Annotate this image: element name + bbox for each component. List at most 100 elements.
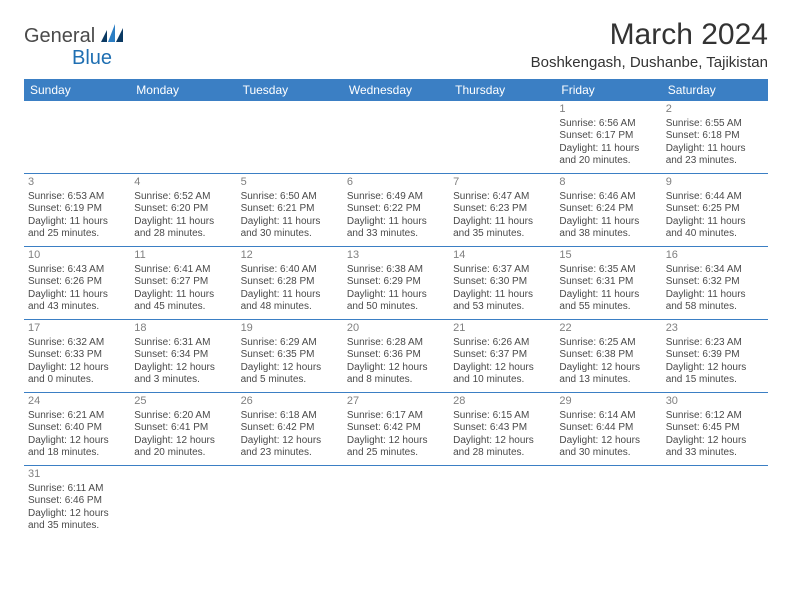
day-info-line: Sunset: 6:26 PM	[28, 276, 126, 289]
empty-cell	[343, 466, 449, 538]
day-cell: 26Sunrise: 6:18 AMSunset: 6:42 PMDayligh…	[237, 393, 343, 465]
day-info-line: and 25 minutes.	[347, 447, 445, 460]
empty-cell	[24, 101, 130, 173]
brand-logo: General	[24, 24, 125, 47]
day-number: 29	[559, 395, 657, 409]
day-header-row: Sunday Monday Tuesday Wednesday Thursday…	[24, 79, 768, 101]
day-number: 5	[241, 176, 339, 190]
day-info-line: Sunrise: 6:28 AM	[347, 337, 445, 350]
page-header: General March 2024 Boshkengash, Dushanbe…	[24, 18, 768, 71]
day-info-line: Sunrise: 6:17 AM	[347, 410, 445, 423]
day-info-line: Sunset: 6:23 PM	[453, 203, 551, 216]
day-number: 14	[453, 249, 551, 263]
day-header-wednesday: Wednesday	[343, 79, 449, 101]
day-cell: 16Sunrise: 6:34 AMSunset: 6:32 PMDayligh…	[662, 247, 768, 319]
day-number: 26	[241, 395, 339, 409]
day-info-line: and 15 minutes.	[666, 374, 764, 387]
day-info-line: Daylight: 11 hours	[134, 289, 232, 302]
day-info-line: Sunrise: 6:37 AM	[453, 264, 551, 277]
week-row: 17Sunrise: 6:32 AMSunset: 6:33 PMDayligh…	[24, 320, 768, 393]
day-info-line: Sunrise: 6:29 AM	[241, 337, 339, 350]
day-number: 18	[134, 322, 232, 336]
day-info-line: Daylight: 11 hours	[666, 143, 764, 156]
day-info-line: Sunset: 6:17 PM	[559, 130, 657, 143]
day-info-line: Sunrise: 6:26 AM	[453, 337, 551, 350]
day-info-line: Daylight: 12 hours	[241, 362, 339, 375]
day-info-line: Sunrise: 6:55 AM	[666, 118, 764, 131]
empty-cell	[343, 101, 449, 173]
day-info-line: Sunrise: 6:46 AM	[559, 191, 657, 204]
day-info-line: Daylight: 12 hours	[453, 435, 551, 448]
day-number: 6	[347, 176, 445, 190]
day-info-line: Daylight: 12 hours	[134, 362, 232, 375]
day-info-line: Sunset: 6:43 PM	[453, 422, 551, 435]
day-info-line: Daylight: 12 hours	[453, 362, 551, 375]
day-info-line: Sunset: 6:33 PM	[28, 349, 126, 362]
day-cell: 2Sunrise: 6:55 AMSunset: 6:18 PMDaylight…	[662, 101, 768, 173]
day-info-line: Sunrise: 6:43 AM	[28, 264, 126, 277]
day-info-line: and 5 minutes.	[241, 374, 339, 387]
day-number: 21	[453, 322, 551, 336]
day-info-line: and 55 minutes.	[559, 301, 657, 314]
day-info-line: Sunrise: 6:32 AM	[28, 337, 126, 350]
day-info-line: Daylight: 11 hours	[241, 289, 339, 302]
title-block: March 2024 Boshkengash, Dushanbe, Tajiki…	[531, 18, 768, 71]
day-cell: 6Sunrise: 6:49 AMSunset: 6:22 PMDaylight…	[343, 174, 449, 246]
day-number: 2	[666, 103, 764, 117]
day-number: 28	[453, 395, 551, 409]
day-info-line: Daylight: 11 hours	[559, 289, 657, 302]
empty-cell	[237, 466, 343, 538]
week-row: 1Sunrise: 6:56 AMSunset: 6:17 PMDaylight…	[24, 101, 768, 174]
day-info-line: Sunrise: 6:15 AM	[453, 410, 551, 423]
day-info-line: Daylight: 12 hours	[347, 435, 445, 448]
day-cell: 24Sunrise: 6:21 AMSunset: 6:40 PMDayligh…	[24, 393, 130, 465]
day-info-line: Daylight: 12 hours	[134, 435, 232, 448]
day-number: 7	[453, 176, 551, 190]
day-info-line: and 3 minutes.	[134, 374, 232, 387]
empty-cell	[449, 101, 555, 173]
day-info-line: Sunrise: 6:21 AM	[28, 410, 126, 423]
day-info-line: Sunrise: 6:35 AM	[559, 264, 657, 277]
day-info-line: Sunrise: 6:47 AM	[453, 191, 551, 204]
day-number: 13	[347, 249, 445, 263]
day-header-tuesday: Tuesday	[237, 79, 343, 101]
day-cell: 29Sunrise: 6:14 AMSunset: 6:44 PMDayligh…	[555, 393, 661, 465]
day-number: 30	[666, 395, 764, 409]
day-number: 19	[241, 322, 339, 336]
day-cell: 12Sunrise: 6:40 AMSunset: 6:28 PMDayligh…	[237, 247, 343, 319]
day-info-line: Sunset: 6:31 PM	[559, 276, 657, 289]
day-info-line: Sunset: 6:32 PM	[666, 276, 764, 289]
day-info-line: Daylight: 11 hours	[453, 216, 551, 229]
day-header-sunday: Sunday	[24, 79, 130, 101]
day-cell: 8Sunrise: 6:46 AMSunset: 6:24 PMDaylight…	[555, 174, 661, 246]
day-info-line: Sunrise: 6:50 AM	[241, 191, 339, 204]
day-cell: 14Sunrise: 6:37 AMSunset: 6:30 PMDayligh…	[449, 247, 555, 319]
page-container: General March 2024 Boshkengash, Dushanbe…	[0, 0, 792, 556]
day-info-line: Sunset: 6:36 PM	[347, 349, 445, 362]
day-info-line: and 28 minutes.	[453, 447, 551, 460]
brand-general: General	[24, 26, 95, 46]
day-info-line: and 30 minutes.	[559, 447, 657, 460]
day-number: 12	[241, 249, 339, 263]
day-info-line: Daylight: 11 hours	[134, 216, 232, 229]
day-number: 10	[28, 249, 126, 263]
day-info-line: Sunrise: 6:53 AM	[28, 191, 126, 204]
day-info-line: Daylight: 11 hours	[666, 216, 764, 229]
day-cell: 15Sunrise: 6:35 AMSunset: 6:31 PMDayligh…	[555, 247, 661, 319]
day-info-line: Sunrise: 6:41 AM	[134, 264, 232, 277]
week-row: 31Sunrise: 6:11 AMSunset: 6:46 PMDayligh…	[24, 466, 768, 538]
chart-icon	[101, 24, 123, 47]
day-cell: 28Sunrise: 6:15 AMSunset: 6:43 PMDayligh…	[449, 393, 555, 465]
day-info-line: and 58 minutes.	[666, 301, 764, 314]
month-title: March 2024	[531, 18, 768, 52]
day-info-line: Sunrise: 6:40 AM	[241, 264, 339, 277]
day-info-line: and 20 minutes.	[559, 155, 657, 168]
day-number: 1	[559, 103, 657, 117]
day-cell: 17Sunrise: 6:32 AMSunset: 6:33 PMDayligh…	[24, 320, 130, 392]
day-info-line: Sunset: 6:34 PM	[134, 349, 232, 362]
day-cell: 11Sunrise: 6:41 AMSunset: 6:27 PMDayligh…	[130, 247, 236, 319]
day-info-line: and 38 minutes.	[559, 228, 657, 241]
day-number: 3	[28, 176, 126, 190]
day-info-line: and 23 minutes.	[241, 447, 339, 460]
day-info-line: Sunset: 6:29 PM	[347, 276, 445, 289]
